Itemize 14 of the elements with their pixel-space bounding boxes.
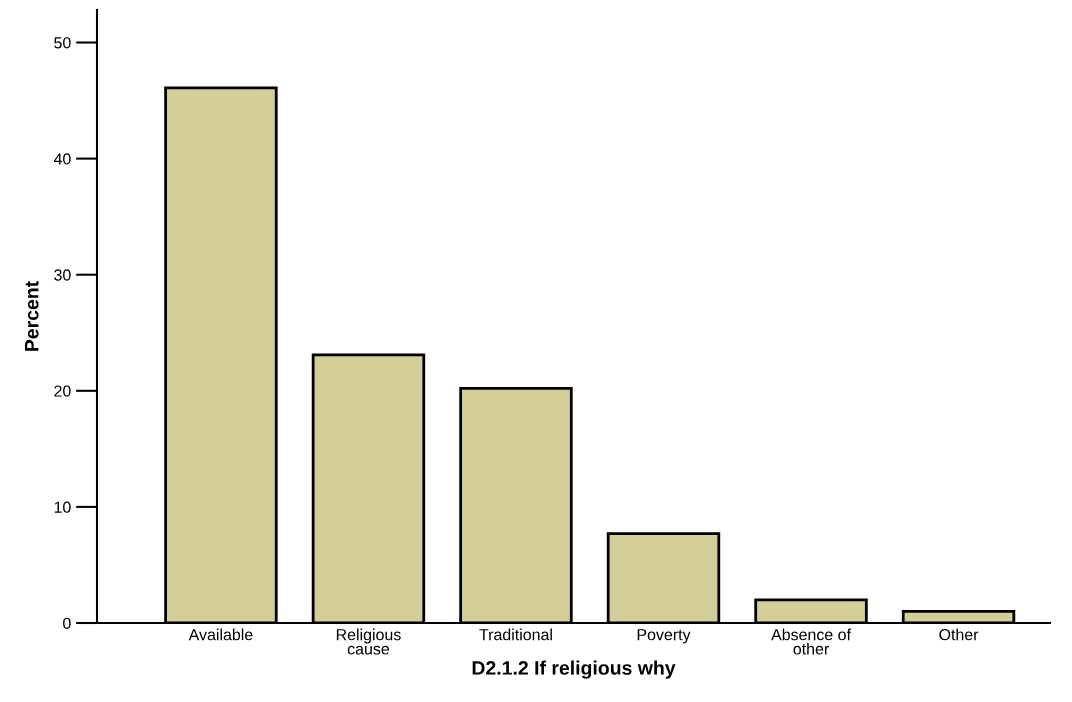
y-tick-label: 10 [54, 501, 71, 513]
x-tick-label: Religious cause [336, 628, 401, 655]
y-tick-label: 20 [54, 385, 71, 397]
y-axis-title: Percent [25, 281, 39, 351]
x-tick-label: Traditional [479, 628, 552, 641]
x-tick-label: Absence of other [771, 628, 851, 655]
y-tick-label: 50 [54, 37, 71, 49]
x-tick-label: Poverty [637, 629, 691, 644]
y-tick-label: 0 [63, 617, 71, 629]
x-tick-label: Available [188, 628, 253, 641]
y-tick-label: 30 [54, 269, 71, 281]
x-axis-title: D2.1.2 If religious why [472, 660, 676, 679]
x-tick-label: Other [939, 628, 979, 641]
y-tick-label: 40 [53, 153, 71, 165]
